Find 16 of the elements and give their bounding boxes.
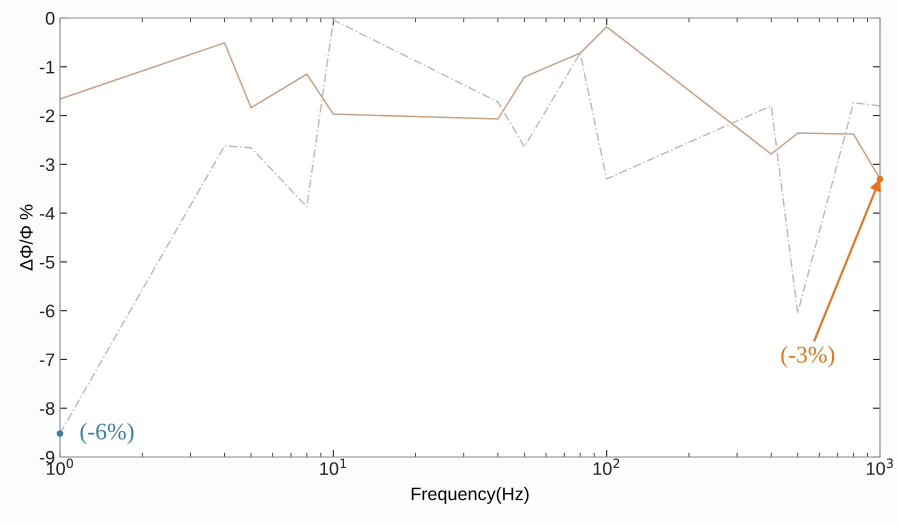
y-tick-label: -8: [40, 402, 54, 415]
x-axis-title: Frequency(Hz): [412, 487, 529, 504]
y-tick-label: -3: [40, 158, 54, 172]
y-tick-label: -5: [40, 256, 54, 269]
x-tick-label: 10$^{1}$: [320, 458, 346, 475]
x-tick-label: 10$^{2}$: [594, 458, 620, 475]
y-tick-label: -7: [40, 354, 54, 366]
y-tick-label: 0: [46, 12, 54, 25]
y-tick-label: -1: [40, 60, 54, 74]
x-tick-label: 10$^{3}$: [866, 458, 893, 475]
y-tick-label: -4: [40, 207, 55, 220]
y-tick-label: -6: [40, 304, 54, 318]
y-axis-title: ΔΦ/Φ %: [19, 204, 33, 270]
annotation: (-3%): [781, 346, 834, 368]
annotation: (-6%): [80, 422, 134, 444]
y-tick-label: -2: [40, 109, 54, 122]
